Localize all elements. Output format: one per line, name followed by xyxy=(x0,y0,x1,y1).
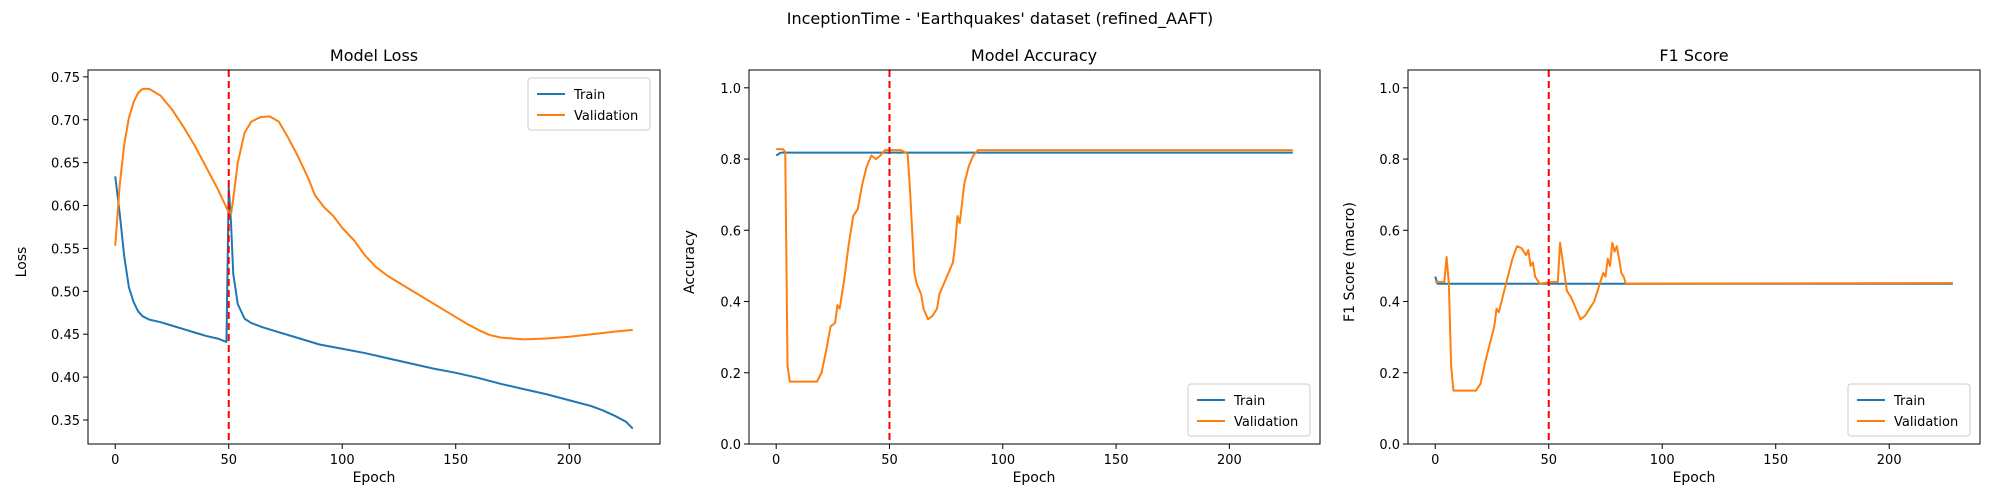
accuracy-x-tick-label: 150 xyxy=(1104,453,1129,468)
loss-y-tick-label: 0.60 xyxy=(51,200,80,215)
f1-y-axis-label: F1 Score (macro) xyxy=(1342,202,1358,322)
f1-legend-label-train: Train xyxy=(1893,394,1925,409)
figure-title: InceptionTime - 'Earthquakes' dataset (r… xyxy=(787,9,1214,29)
accuracy-y-tick-label: 0.6 xyxy=(720,224,741,239)
f1-x-tick-label: 150 xyxy=(1763,453,1788,468)
f1-x-tick-label: 200 xyxy=(1877,453,1902,468)
loss-y-tick-label: 0.55 xyxy=(51,242,80,257)
accuracy-train-line xyxy=(775,151,1293,157)
loss-validation-line xyxy=(114,87,633,341)
accuracy-axes-frame xyxy=(748,69,1321,445)
loss-y-tick-label: 0.40 xyxy=(51,371,80,386)
f1-plot: F1 Score Epoch F1 Score (macro) 0 50 100 15… xyxy=(1342,46,1981,486)
accuracy-plot: Model Accuracy Epoch Accuracy 0 50 100 150 2… xyxy=(682,46,1321,486)
accuracy-x-tick-label: 100 xyxy=(990,453,1015,468)
f1-x-axis-label: Epoch xyxy=(1673,470,1716,486)
accuracy-x-tick-label: 50 xyxy=(881,453,898,468)
accuracy-y-tick-label: 0.8 xyxy=(720,153,741,168)
accuracy-y-tick-label: 0.2 xyxy=(720,367,741,382)
accuracy-legend: Train Validation xyxy=(1187,383,1311,437)
loss-legend-box xyxy=(527,77,651,131)
loss-plot-title: Model Loss xyxy=(330,46,418,65)
f1-x-tick-label: 100 xyxy=(1650,453,1675,468)
accuracy-x-tick-label: 0 xyxy=(772,453,780,468)
loss-y-axis-label: Loss xyxy=(14,247,30,278)
f1-y-tick-label: 0.0 xyxy=(1379,438,1400,453)
f1-y-tick-label: 1.0 xyxy=(1379,82,1400,97)
loss-x-tick-label: 100 xyxy=(330,453,355,468)
accuracy-y-tick-label: 1.0 xyxy=(720,82,741,97)
accuracy-x-axis-label: Epoch xyxy=(1013,470,1056,486)
f1-y-tick-label: 0.2 xyxy=(1379,367,1400,382)
accuracy-legend-box xyxy=(1187,383,1311,437)
loss-x-tick-label: 150 xyxy=(443,453,468,468)
accuracy-y-tick-label: 0.0 xyxy=(720,438,741,453)
f1-y-tick-label: 0.8 xyxy=(1379,153,1400,168)
f1-validation-line xyxy=(1435,241,1953,392)
loss-x-tick-label: 50 xyxy=(220,453,237,468)
accuracy-legend-label-validation: Validation xyxy=(1234,415,1298,430)
loss-train-line xyxy=(114,176,634,430)
f1-x-tick-label: 50 xyxy=(1540,453,1557,468)
f1-y-tick-label: 0.4 xyxy=(1379,296,1400,311)
f1-legend: Train Validation xyxy=(1847,383,1971,437)
loss-y-tick-label: 0.65 xyxy=(51,157,80,172)
loss-legend-label-train: Train xyxy=(573,88,605,103)
loss-legend: Train Validation xyxy=(527,77,651,131)
loss-plot: Model Loss Epoch Loss 0 50 100 150 200 0.35 0.… xyxy=(14,46,661,486)
loss-y-tick-label: 0.45 xyxy=(51,328,80,343)
accuracy-x-tick-label: 200 xyxy=(1217,453,1242,468)
loss-y-tick-label: 0.75 xyxy=(51,71,80,86)
accuracy-y-tick-label: 0.4 xyxy=(720,296,741,311)
loss-legend-label-validation: Validation xyxy=(574,109,638,124)
f1-legend-label-validation: Validation xyxy=(1894,415,1958,430)
accuracy-y-axis-label: Accuracy xyxy=(682,230,698,294)
loss-y-tick-label: 0.35 xyxy=(51,414,80,429)
loss-y-tick-label: 0.70 xyxy=(51,114,80,129)
f1-plot-title: F1 Score xyxy=(1659,46,1728,65)
f1-y-tick-label: 0.6 xyxy=(1379,224,1400,239)
accuracy-legend-label-train: Train xyxy=(1233,394,1265,409)
f1-axes-frame xyxy=(1407,69,1981,445)
loss-x-tick-label: 0 xyxy=(111,453,119,468)
loss-axes-frame xyxy=(87,69,661,445)
loss-y-tick-label: 0.50 xyxy=(51,285,80,300)
loss-x-axis-label: Epoch xyxy=(353,470,396,486)
f1-x-tick-label: 0 xyxy=(1431,453,1439,468)
f1-legend-box xyxy=(1847,383,1971,437)
loss-x-tick-label: 200 xyxy=(557,453,582,468)
accuracy-validation-line xyxy=(776,148,1293,383)
accuracy-plot-title: Model Accuracy xyxy=(971,46,1097,65)
